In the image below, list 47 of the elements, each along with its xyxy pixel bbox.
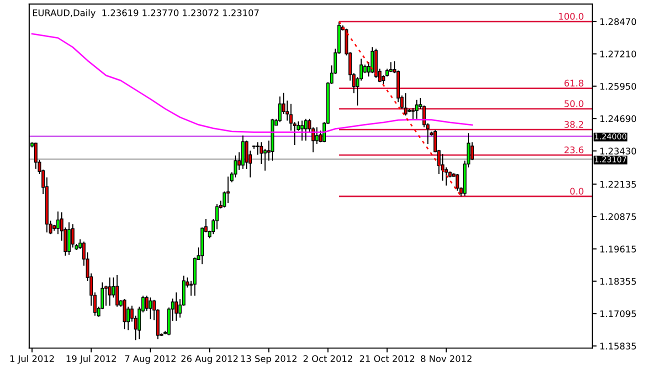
candlestick <box>415 99 418 120</box>
y-tick-label: 1.28470 <box>600 18 636 26</box>
y-tick-label: 1.25950 <box>600 82 636 90</box>
x-tick-label: 1 Jul 2012 <box>10 355 54 364</box>
candlestick <box>174 292 178 322</box>
y-tick-label: 1.17095 <box>600 310 636 318</box>
y-tick-label: 1.27210 <box>600 50 636 58</box>
annotation: 50.0 <box>564 100 584 108</box>
annotation: 100.0 <box>559 12 584 20</box>
candlestick <box>115 274 119 308</box>
candlestick <box>300 120 304 142</box>
y-tick-label: 1.15835 <box>600 342 636 350</box>
candlestick <box>470 142 474 161</box>
candlestick <box>108 276 112 306</box>
candlestick <box>56 210 60 235</box>
y-tick-label: 1.22135 <box>600 180 636 188</box>
annotation: 38.2 <box>564 121 584 128</box>
x-tick-label: 21 Oct 2012 <box>360 355 414 362</box>
y-tick-label: 1.23430 <box>600 148 636 154</box>
candlestick <box>456 173 460 192</box>
candlestick <box>389 62 393 73</box>
annotation: 61.8 <box>564 80 584 87</box>
y-tick-label: 1.19615 <box>600 246 636 252</box>
annotation: 0.0 <box>570 188 584 195</box>
candlestick <box>226 176 230 204</box>
y-tick-label: 1.20875 <box>600 213 636 220</box>
x-tick-label: 2 Oct 2012 <box>304 355 352 362</box>
candlestick <box>404 92 408 116</box>
candlestick <box>67 222 71 256</box>
candlestick <box>440 153 444 182</box>
candlestick <box>148 296 152 320</box>
text: EURAUD,Daily 1.23619 1.23770 1.23072 1.23107 <box>32 9 259 18</box>
x-tick-label: 7 Aug 2012 <box>125 355 176 364</box>
line-series <box>31 33 473 133</box>
x-tick-label: 19 Jul 2012 <box>66 355 116 364</box>
candlestick <box>370 46 374 74</box>
candlestick <box>241 134 245 170</box>
y-tick-label: 1.24690 <box>600 115 636 122</box>
x-tick-label: 13 Sep 2012 <box>241 355 296 364</box>
candlestick <box>304 118 308 142</box>
x-tick-label: 8 Nov 2012 <box>420 355 472 362</box>
candlestick <box>278 96 282 123</box>
candlestick <box>315 126 319 145</box>
x-tick-label: 26 Aug 2012 <box>181 355 238 364</box>
y-tick-label: 1.18355 <box>600 278 636 285</box>
annotation: 23.6 <box>564 146 584 154</box>
candlestick <box>104 285 108 306</box>
